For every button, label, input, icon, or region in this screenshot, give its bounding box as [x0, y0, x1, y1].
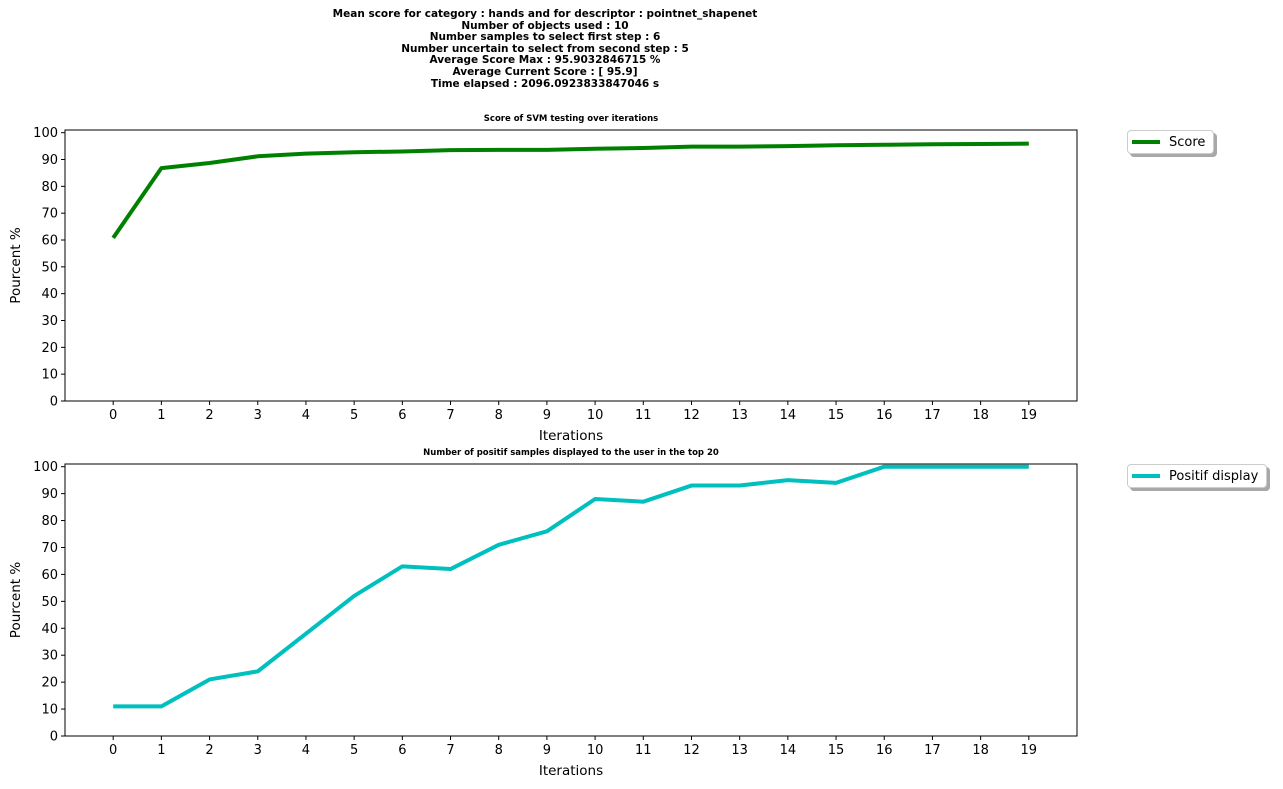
x-tick-label: 14 [780, 743, 797, 758]
x-tick-label: 6 [398, 408, 406, 423]
suptitle-line: Number of objects used : 10 [461, 19, 629, 32]
chart-title: Number of positif samples displayed to t… [423, 448, 719, 458]
y-tick-label: 60 [41, 568, 58, 583]
positif-legend: Positif display [1127, 464, 1268, 488]
x-tick-label: 2 [205, 743, 213, 758]
y-tick-label: 20 [41, 676, 58, 691]
x-tick-label: 15 [828, 743, 845, 758]
x-tick-label: 0 [109, 743, 117, 758]
x-tick-label: 7 [446, 743, 454, 758]
positif-legend-label: Positif display [1169, 468, 1259, 484]
score-legend-label: Score [1169, 134, 1206, 150]
x-tick-label: 12 [683, 408, 700, 423]
suptitle-line: Time elapsed : 2096.0923833847046 s [430, 77, 660, 90]
x-tick-label: 1 [157, 408, 165, 423]
x-tick-label: 7 [446, 408, 454, 423]
x-tick-label: 19 [1021, 743, 1038, 758]
x-tick-label: 11 [635, 743, 652, 758]
x-tick-label: 14 [780, 408, 797, 423]
y-tick-label: 20 [41, 341, 58, 356]
x-tick-label: 8 [495, 408, 503, 423]
y-tick-label: 90 [41, 153, 58, 168]
x-axis-label: Iterations [539, 428, 603, 444]
y-tick-label: 70 [41, 207, 58, 222]
score-legend: Score [1127, 130, 1215, 154]
positif-legend-swatch [1132, 474, 1160, 478]
y-tick-label: 50 [41, 260, 58, 275]
figure-suptitle: Mean score for category : hands and for … [0, 8, 1090, 90]
x-tick-label: 10 [587, 408, 604, 423]
x-tick-label: 15 [828, 408, 845, 423]
y-axis-label: Pourcent % [8, 227, 24, 304]
suptitle-line: Number uncertain to select from second s… [401, 42, 689, 55]
y-tick-label: 40 [41, 287, 58, 302]
plot-frame [64, 129, 1078, 402]
y-tick-label: 80 [41, 514, 58, 529]
suptitle-line: Number samples to select first step : 6 [429, 31, 661, 44]
x-tick-label: 8 [495, 743, 503, 758]
suptitle-line: Mean score for category : hands and for … [332, 8, 758, 20]
y-tick-label: 100 [33, 460, 58, 475]
y-tick-label: 10 [41, 703, 58, 718]
y-tick-label: 0 [50, 730, 58, 745]
y-tick-label: 60 [41, 234, 58, 249]
x-tick-label: 11 [635, 408, 652, 423]
x-tick-label: 19 [1021, 408, 1038, 423]
x-tick-label: 5 [350, 743, 358, 758]
x-tick-label: 13 [731, 408, 748, 423]
y-tick-label: 30 [41, 314, 58, 329]
y-tick-label: 70 [41, 541, 58, 556]
x-tick-label: 12 [683, 743, 700, 758]
x-tick-label: 4 [302, 743, 310, 758]
chart-title: Score of SVM testing over iterations [484, 114, 658, 124]
x-tick-label: 16 [876, 743, 893, 758]
x-tick-label: 13 [731, 743, 748, 758]
x-tick-label: 9 [543, 408, 551, 423]
x-tick-label: 18 [972, 408, 989, 423]
x-tick-label: 5 [350, 408, 358, 423]
plot-frame [64, 463, 1078, 737]
x-tick-label: 3 [254, 743, 262, 758]
x-tick-label: 10 [587, 743, 604, 758]
y-tick-label: 80 [41, 180, 58, 195]
x-tick-label: 4 [302, 408, 310, 423]
y-tick-label: 0 [50, 395, 58, 410]
x-tick-label: 17 [924, 743, 941, 758]
suptitle-line: Average Score Max : 95.9032846715 % [429, 54, 661, 67]
x-tick-label: 1 [157, 743, 165, 758]
y-tick-label: 10 [41, 368, 58, 383]
x-tick-label: 0 [109, 408, 117, 423]
x-tick-label: 6 [398, 743, 406, 758]
series-line-score [111, 141, 1029, 240]
x-tick-label: 3 [254, 408, 262, 423]
x-tick-label: 9 [543, 743, 551, 758]
y-tick-label: 90 [41, 487, 58, 502]
y-tick-label: 50 [41, 595, 58, 610]
x-axis-label: Iterations [539, 763, 603, 779]
score-legend-swatch [1132, 140, 1160, 144]
y-axis-label: Pourcent % [8, 562, 24, 639]
x-tick-label: 16 [876, 408, 893, 423]
y-tick-label: 100 [33, 126, 58, 141]
y-tick-label: 40 [41, 622, 58, 637]
series-line-positif-display [113, 464, 1029, 709]
x-tick-label: 2 [205, 408, 213, 423]
suptitle-line: Average Current Score : [ 95.9] [452, 65, 638, 78]
y-tick-label: 30 [41, 649, 58, 664]
x-tick-label: 18 [972, 743, 989, 758]
x-tick-label: 17 [924, 408, 941, 423]
